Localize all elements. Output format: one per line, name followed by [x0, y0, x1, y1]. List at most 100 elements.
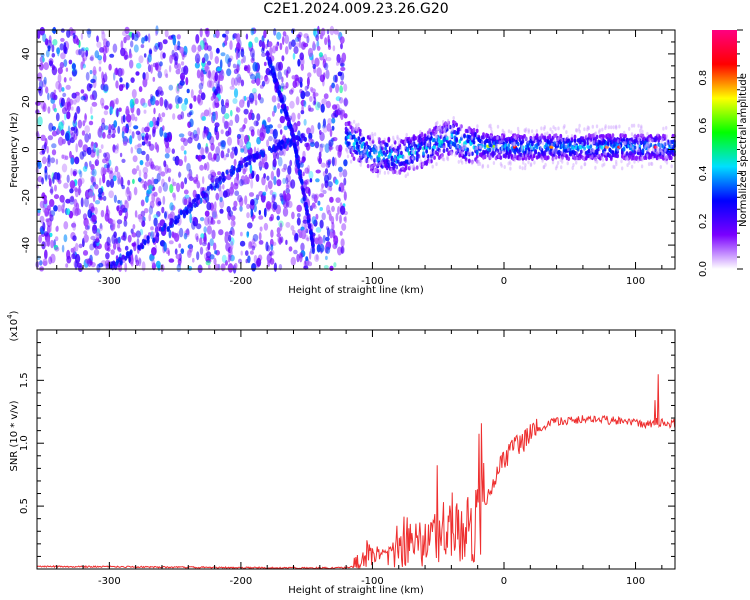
spectrogram-cell — [135, 259, 139, 267]
spectrogram-cell — [275, 61, 281, 72]
spectrogram-cell — [261, 80, 266, 87]
spectrogram-cell — [251, 238, 256, 244]
spectrogram-cell — [501, 128, 504, 133]
spectrogram-cell — [325, 162, 330, 169]
spectrogram-cell — [264, 76, 270, 85]
spectrogram-cell — [236, 107, 241, 113]
spectrogram-cell — [337, 107, 343, 116]
spectrogram-cell — [670, 164, 673, 169]
spectrogram-cell — [104, 105, 109, 110]
spectrogram-cell — [648, 137, 651, 142]
rising-track-cell — [239, 160, 243, 166]
spectrogram-cell — [148, 134, 152, 141]
spectrogram-cell — [42, 57, 45, 63]
spectrogram-cell — [172, 156, 176, 162]
spectrogram-cell — [565, 130, 568, 135]
spectrogram-cell — [91, 101, 98, 107]
spectrogram-cell — [124, 245, 129, 251]
steep-track-cell — [281, 104, 285, 110]
spectrogram-cell — [407, 155, 410, 160]
rising-track-cell — [267, 145, 272, 151]
spectrogram-cell — [196, 223, 202, 230]
spectrogram-cell — [357, 157, 361, 161]
spectrogram-cell — [52, 176, 55, 184]
spectrogram-cell — [55, 80, 61, 90]
spectrogram-cell — [121, 83, 126, 88]
spectrogram-cell — [663, 134, 667, 139]
spectrogram-cell — [302, 219, 308, 224]
spectrogram-cell — [92, 66, 97, 76]
spectrogram-cell — [43, 62, 49, 71]
spectrogram-cell — [486, 164, 490, 169]
spectrogram-cell — [154, 226, 159, 234]
spectrogram-cell — [153, 178, 159, 185]
spectrogram-cell — [350, 148, 353, 153]
spectrogram-cell — [255, 70, 261, 80]
spectrogram-cell — [163, 132, 168, 139]
spectrogram-cell — [617, 139, 620, 144]
spectrogram-cell — [275, 46, 278, 52]
spectrogram-cell — [276, 179, 282, 187]
spectrogram-cell — [290, 225, 295, 231]
spectrogram-cell — [630, 132, 634, 137]
spectrogram-cell — [597, 130, 601, 134]
spectrogram-cell — [157, 264, 161, 271]
spectrogram-cell — [117, 223, 121, 229]
spectrogram-cell — [325, 69, 330, 80]
spectrogram-cell — [525, 153, 528, 158]
spectrogram-cell — [660, 139, 663, 144]
spectrogram-cell — [88, 132, 92, 140]
spectrogram-cell — [463, 134, 466, 139]
spectrogram-cell — [168, 84, 174, 91]
spectrogram-cell — [79, 170, 83, 178]
spectrogram-cell — [454, 152, 457, 157]
spectrogram-cell — [389, 145, 393, 150]
rising-track-cell — [280, 139, 284, 145]
spectrogram-cell — [309, 178, 313, 183]
spectrogram-cell — [419, 130, 422, 134]
spectrogram-cell — [224, 260, 228, 266]
spectrogram-cell — [431, 155, 434, 160]
spectrogram-cell — [177, 96, 183, 104]
spectrogram-cell — [42, 33, 47, 42]
spectrogram-cell — [572, 163, 575, 167]
spectrogram-cell — [540, 155, 543, 160]
spectrogram-cell — [665, 138, 668, 143]
spectrogram-cell — [304, 142, 309, 148]
spectrogram-cell — [84, 125, 90, 134]
spectrogram-cell — [57, 204, 62, 212]
spectrogram-cell — [74, 207, 79, 217]
spectrogram-cell — [159, 96, 164, 107]
spectrogram-cell — [309, 141, 315, 147]
spectrogram-cell — [107, 129, 112, 135]
spectrogram-cell — [447, 118, 450, 123]
spectrogram-cell — [468, 149, 471, 154]
spectrogram-cell — [585, 134, 588, 139]
spectrogram-cell — [221, 254, 227, 263]
spectrogram-cell — [314, 141, 320, 149]
spectrogram-cell — [527, 129, 530, 134]
spectrogram-cell — [105, 252, 110, 260]
spectrogram-cell — [400, 150, 403, 156]
spectrogram-cell — [475, 128, 479, 133]
spectrogram-cell — [176, 263, 181, 273]
spectrogram-cell — [41, 149, 45, 155]
spectrogram-cell — [116, 219, 123, 225]
spectrogram-cell — [229, 40, 233, 51]
spectrogram-cell — [406, 148, 410, 153]
spectrogram-cell — [240, 148, 245, 153]
steep-track-cell — [309, 235, 314, 241]
spectrogram-cell — [522, 160, 525, 165]
spectrogram-cell — [269, 216, 273, 222]
rising-track-cell — [166, 225, 171, 232]
spectrogram-cell — [187, 137, 193, 144]
spectrogram-cell — [262, 130, 266, 139]
spectrogram-cell — [320, 187, 324, 193]
spectrogram-cell — [54, 184, 57, 192]
spectrogram-cell — [636, 133, 640, 139]
spectrogram-cell — [335, 96, 341, 102]
spectrogram-cell — [580, 165, 583, 170]
spectrogram-cell — [151, 259, 155, 266]
spectrogram-cell — [209, 254, 215, 260]
steep-track-cell — [297, 163, 301, 170]
